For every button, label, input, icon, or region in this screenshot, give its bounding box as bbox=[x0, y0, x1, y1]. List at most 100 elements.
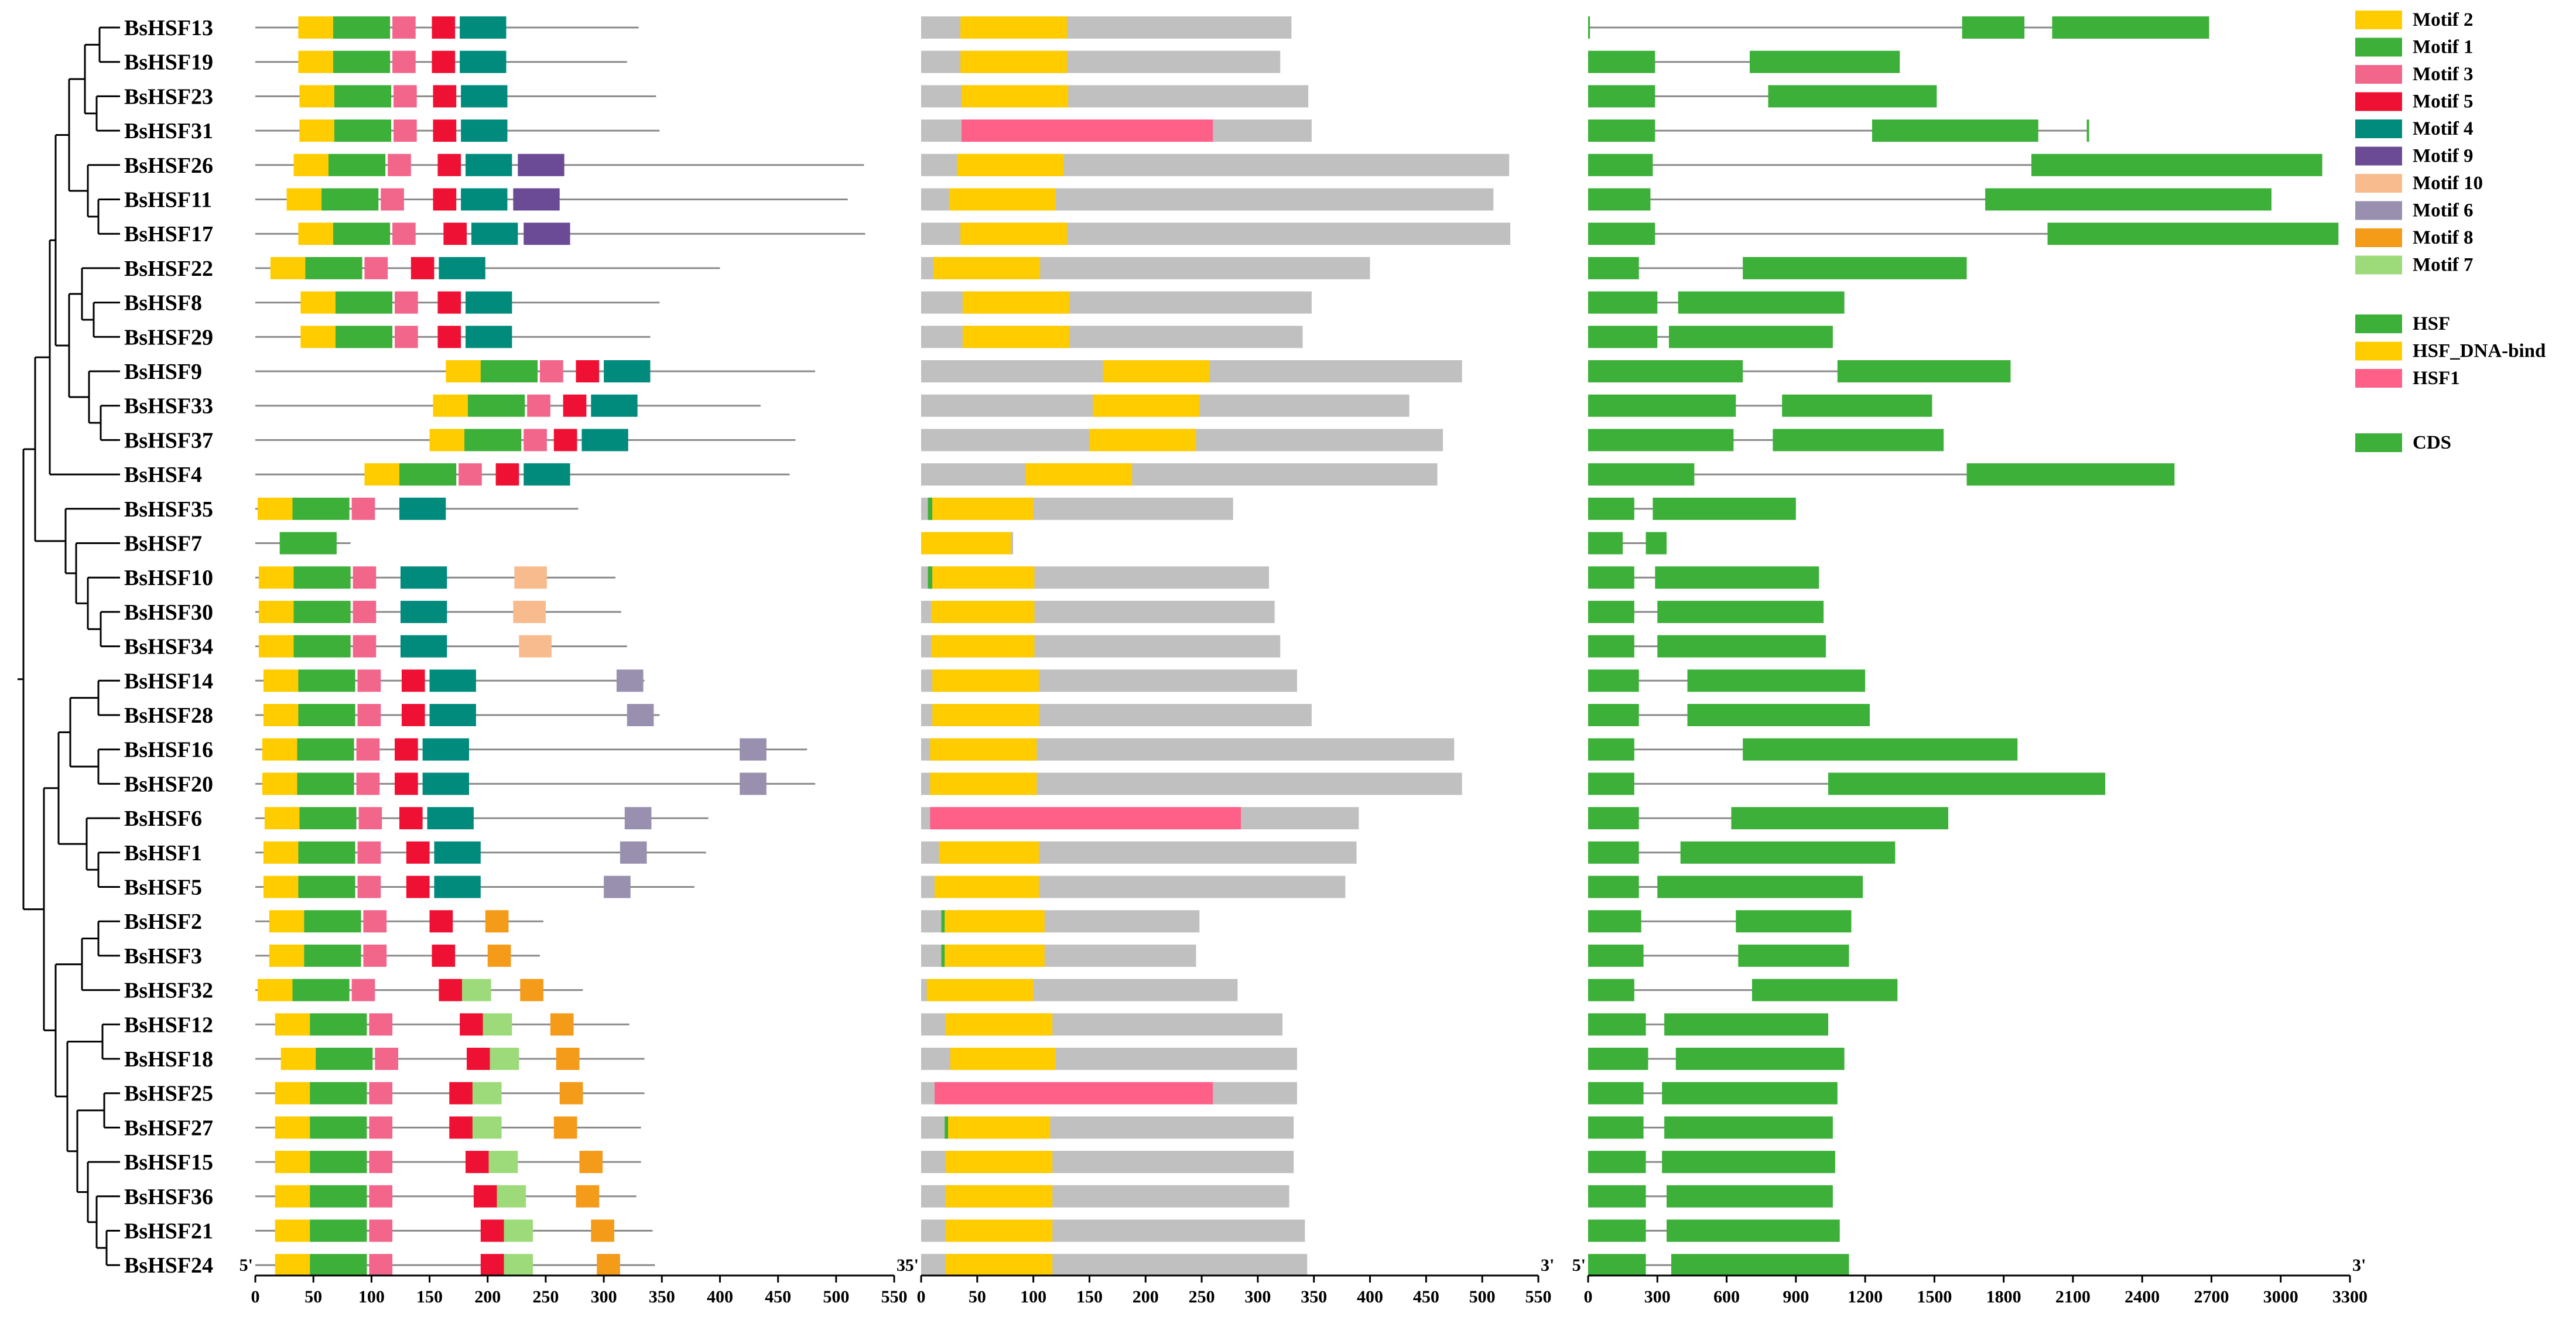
motif-box bbox=[310, 1219, 367, 1242]
motif-box bbox=[298, 223, 333, 245]
motif-box bbox=[293, 600, 351, 623]
legend-label: Motif 8 bbox=[2413, 227, 2474, 248]
gene-label: BsHSF23 bbox=[124, 84, 213, 109]
motif-row bbox=[255, 635, 627, 658]
motif-box bbox=[604, 360, 651, 382]
motif-box bbox=[293, 566, 351, 589]
gene-structure-row bbox=[1588, 532, 1667, 555]
motif-box bbox=[434, 876, 481, 898]
cds-box bbox=[1657, 635, 1826, 658]
motif-row bbox=[255, 223, 865, 245]
domain-box bbox=[933, 257, 1041, 279]
motif-box bbox=[364, 463, 399, 486]
motif-row bbox=[255, 497, 579, 520]
cds-box bbox=[1657, 876, 1863, 898]
motif-row bbox=[255, 566, 615, 589]
motif-box bbox=[740, 738, 767, 761]
domain-row bbox=[921, 876, 1346, 898]
legend-swatch bbox=[2355, 433, 2402, 452]
legend-item: Motif 6 bbox=[2355, 200, 2474, 221]
motif-box bbox=[627, 704, 654, 726]
motif-box bbox=[351, 979, 375, 1001]
cds-box bbox=[1675, 1048, 1845, 1070]
cds-box bbox=[1782, 394, 1932, 417]
legend-label: CDS bbox=[2413, 432, 2451, 453]
domain-box bbox=[932, 704, 1039, 726]
domain-box bbox=[946, 1151, 1053, 1174]
tick-label: 900 bbox=[1783, 1287, 1809, 1307]
motif-box bbox=[363, 910, 387, 933]
motif-box bbox=[429, 704, 476, 726]
gene-structure-row bbox=[1588, 188, 2271, 211]
cds-box bbox=[1751, 979, 1898, 1001]
cds-box bbox=[1588, 223, 1655, 245]
cds-box bbox=[1588, 566, 1634, 589]
motif-box bbox=[297, 772, 354, 795]
legend-swatch bbox=[2355, 11, 2402, 29]
motif-box bbox=[504, 1219, 533, 1242]
motif-row bbox=[255, 944, 540, 967]
domain-box bbox=[1025, 463, 1133, 486]
motif-box bbox=[394, 119, 417, 142]
domain-row bbox=[921, 463, 1438, 486]
legend-swatch bbox=[2355, 314, 2402, 333]
cds-box bbox=[1588, 394, 1736, 417]
motif-box bbox=[258, 635, 294, 658]
domain-box bbox=[921, 532, 1011, 555]
legend-swatch bbox=[2355, 119, 2402, 138]
motif-box bbox=[297, 738, 354, 761]
cds-box bbox=[1588, 291, 1658, 314]
motif-box bbox=[427, 807, 474, 830]
domain-row bbox=[921, 1082, 1297, 1105]
motif-box bbox=[275, 1254, 310, 1277]
cds-box bbox=[1966, 463, 2175, 486]
domain-box bbox=[939, 841, 1039, 864]
cds-box bbox=[1664, 1116, 1833, 1139]
motif-row bbox=[255, 910, 543, 933]
motif-box bbox=[434, 841, 481, 864]
motif-box bbox=[576, 1185, 600, 1208]
motif-box bbox=[461, 119, 508, 142]
motif-box bbox=[356, 738, 380, 761]
five-prime-label: 5' bbox=[240, 1256, 253, 1275]
domain-row bbox=[921, 600, 1275, 623]
motif-box bbox=[263, 876, 299, 898]
tick-label: 300 bbox=[1244, 1287, 1271, 1307]
domain-box bbox=[930, 738, 1037, 761]
cds-box bbox=[1588, 1013, 1646, 1036]
domain-row bbox=[921, 223, 1511, 245]
motif-row bbox=[255, 291, 660, 314]
motif-box bbox=[299, 119, 334, 142]
tick-label: 450 bbox=[1413, 1287, 1439, 1307]
legend-item: HSF bbox=[2355, 313, 2450, 334]
motif-box bbox=[394, 85, 417, 108]
motif-box bbox=[275, 1082, 310, 1105]
cds-box bbox=[1687, 669, 1866, 692]
motif-box bbox=[298, 50, 333, 73]
domain-box bbox=[946, 1254, 1053, 1277]
motif-box bbox=[357, 669, 381, 692]
gene-structure-row bbox=[1588, 566, 1819, 589]
gene-structure-row bbox=[1588, 600, 1824, 623]
protein-bar bbox=[921, 463, 1438, 486]
gene-structure-row bbox=[1588, 876, 1863, 898]
cds-box bbox=[1872, 119, 2038, 142]
motif-box bbox=[321, 188, 379, 211]
motif-row bbox=[255, 669, 645, 692]
motif-box bbox=[357, 841, 381, 864]
motif-box bbox=[563, 394, 587, 417]
gene-structure-row bbox=[1588, 635, 1826, 658]
motif-box bbox=[262, 738, 297, 761]
motif-box bbox=[369, 1151, 393, 1174]
gene-label: BsHSF21 bbox=[124, 1219, 213, 1244]
motif-box bbox=[400, 600, 447, 623]
gene-structure-row bbox=[1588, 360, 2011, 382]
motif-box bbox=[395, 772, 418, 795]
gene-label: BsHSF1 bbox=[124, 841, 202, 866]
cds-box bbox=[1588, 1116, 1644, 1139]
domain-box bbox=[930, 807, 1241, 830]
cds-box bbox=[1588, 1219, 1646, 1242]
tick-label: 100 bbox=[1020, 1287, 1046, 1307]
cds-box bbox=[1588, 738, 1634, 761]
motif-box bbox=[461, 188, 508, 211]
